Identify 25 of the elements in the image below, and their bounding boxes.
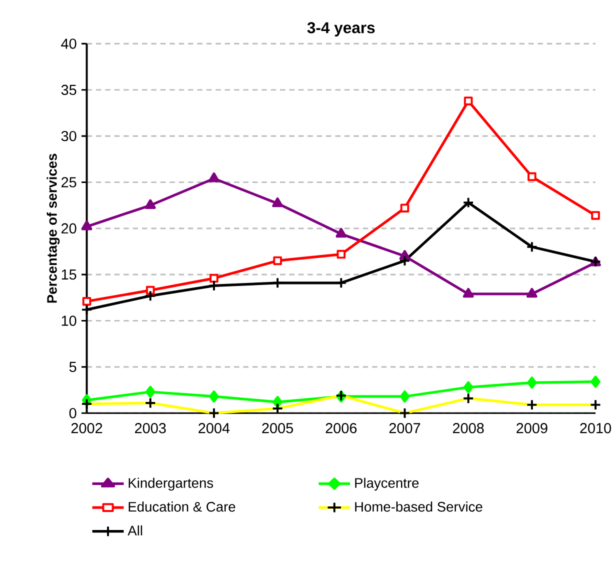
y-tick-label: 20 <box>62 223 76 234</box>
legend-label: All <box>128 525 142 536</box>
x-tick-label: 2003 <box>135 423 166 434</box>
x-tick-label: 2009 <box>516 423 548 434</box>
legend-label: Playcentre <box>355 478 419 491</box>
y-tick-label: 40 <box>61 38 76 49</box>
y-axis-title: Percentage of services <box>46 154 60 303</box>
x-tick-label: 2005 <box>262 423 294 434</box>
x-tick-label: 2010 <box>580 423 612 434</box>
y-tick-label: 0 <box>69 408 76 418</box>
legend-label: Kindergartens <box>128 478 214 491</box>
x-tick-label: 2002 <box>71 423 102 434</box>
x-tick-label: 2008 <box>452 423 484 434</box>
y-tick-label: 15 <box>62 270 76 280</box>
legend-label: Education & Care <box>128 502 236 512</box>
x-tick-label: 2004 <box>198 423 230 434</box>
chart-title: 3-4 years <box>307 22 375 36</box>
x-tick-label: 2006 <box>326 423 357 434</box>
y-tick-label: 5 <box>69 362 76 372</box>
y-tick-label: 30 <box>61 130 76 142</box>
y-tick-label: 25 <box>62 177 76 188</box>
x-tick-label: 2007 <box>389 423 420 434</box>
y-tick-label: 35 <box>61 84 76 96</box>
legend-label: Home-based Service <box>355 502 482 512</box>
y-tick-label: 10 <box>62 316 76 326</box>
